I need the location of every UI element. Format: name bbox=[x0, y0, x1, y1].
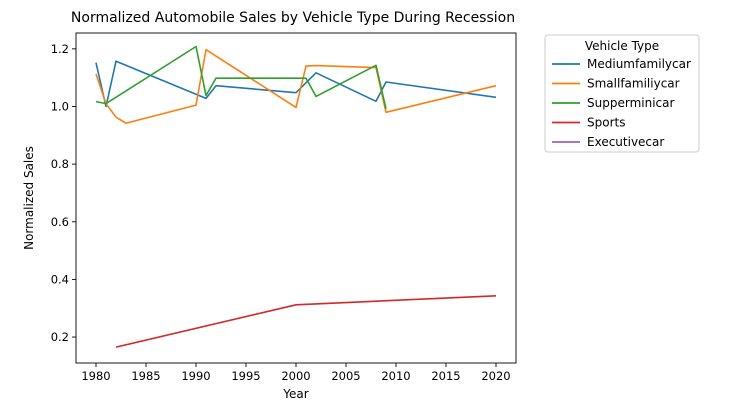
y-tick-label-4: 1.0 bbox=[51, 99, 69, 113]
y-tick-label-5: 1.2 bbox=[51, 42, 69, 56]
legend-label-4: Executivecar bbox=[587, 135, 664, 149]
x-tick-label-1: 1985 bbox=[131, 369, 160, 383]
chart-title: Normalized Automobile Sales by Vehicle T… bbox=[71, 10, 515, 26]
x-tick-label-5: 2005 bbox=[331, 369, 360, 383]
legend: Vehicle Type Mediumfamilycar Smallfamiliy… bbox=[544, 34, 700, 153]
plot-frame bbox=[75, 32, 517, 364]
legend-title: Vehicle Type bbox=[585, 39, 659, 53]
x-tick-label-3: 1995 bbox=[231, 369, 260, 383]
y-tick-label-1: 0.4 bbox=[51, 272, 69, 286]
y-tick-label-0: 0.2 bbox=[51, 330, 69, 344]
x-tick-label-7: 2015 bbox=[431, 369, 460, 383]
x-axis: 1980 1985 1990 1995 2000 2005 2010 2015 2020 bbox=[81, 363, 511, 383]
series-line-3 bbox=[115, 295, 497, 348]
legend-items: Mediumfamilycar Smallfamiliycar Suppermini… bbox=[552, 57, 691, 149]
x-tick-label-2: 1990 bbox=[181, 369, 210, 383]
legend-frame bbox=[544, 34, 700, 153]
legend-label-3: Sports bbox=[587, 116, 625, 130]
legend-label-1: Smallfamiliycar bbox=[587, 77, 680, 91]
y-tick-label-2: 0.6 bbox=[51, 215, 69, 229]
x-tick-label-6: 2010 bbox=[381, 369, 410, 383]
x-axis-label: Year bbox=[282, 387, 308, 401]
y-tick-label-3: 0.8 bbox=[51, 157, 69, 171]
x-tick-label-4: 2000 bbox=[281, 369, 310, 383]
y-axis-label: Normalized Sales bbox=[22, 146, 36, 250]
y-axis: 0.2 0.4 0.6 0.8 1.0 1.2 bbox=[51, 42, 76, 344]
legend-label-0: Mediumfamilycar bbox=[587, 57, 691, 71]
series-line-1 bbox=[95, 48, 497, 124]
plot-lines bbox=[95, 45, 497, 348]
x-tick-label-8: 2020 bbox=[481, 369, 510, 383]
series-line-2 bbox=[95, 45, 387, 109]
legend-label-2: Supperminicar bbox=[587, 96, 674, 110]
x-tick-label-0: 1980 bbox=[81, 369, 110, 383]
